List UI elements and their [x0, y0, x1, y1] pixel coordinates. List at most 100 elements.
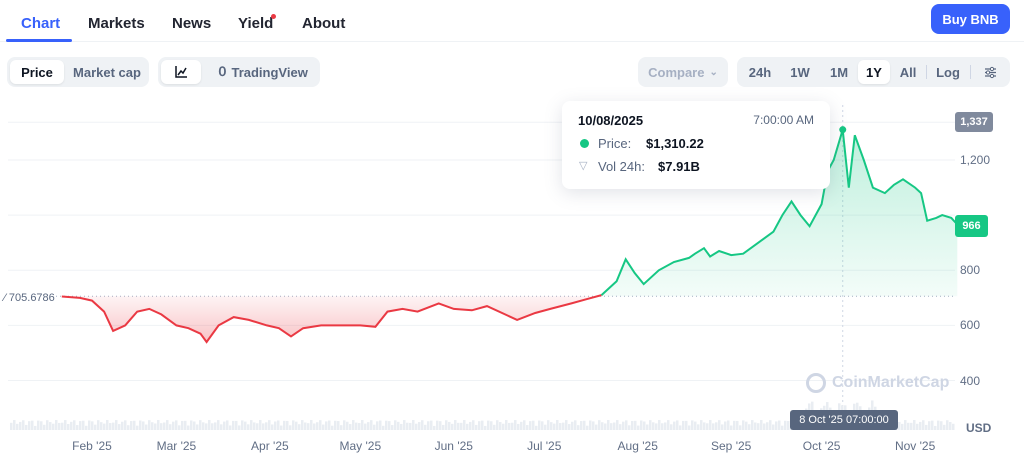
- range-1w[interactable]: 1W: [790, 64, 810, 80]
- baseline-label: ⁄ 705.6786: [4, 292, 55, 304]
- volume-bar: [442, 424, 445, 430]
- volume-bar: [412, 420, 415, 430]
- volume-bar: [460, 422, 463, 430]
- line-chart-icon[interactable]: [161, 60, 201, 84]
- volume-bar: [238, 425, 241, 430]
- volume-bar: [55, 420, 58, 430]
- volume-bar: [82, 420, 85, 430]
- volume-bar: [622, 421, 625, 430]
- volume-bar: [670, 424, 673, 430]
- tradingview-button[interactable]: ߀ TradingView: [208, 60, 318, 84]
- range-24h[interactable]: 24h: [748, 64, 772, 80]
- price-button[interactable]: Price: [10, 60, 64, 84]
- volume-bar: [247, 424, 250, 430]
- volume-bar: [67, 423, 70, 430]
- tradingview-label: TradingView: [231, 64, 308, 80]
- volume-bar: [298, 424, 301, 430]
- x-tick-label: Jul '25: [527, 439, 562, 453]
- volume-bar: [601, 422, 604, 430]
- volume-bar: [577, 425, 580, 430]
- volume-bar: [235, 420, 238, 430]
- price-tooltip: 10/08/2025 7:00:00 AM Price: $1,310.22 ▽…: [562, 101, 830, 189]
- volume-bar: [154, 423, 157, 430]
- volume-bar: [199, 420, 202, 430]
- tab-about[interactable]: About: [302, 15, 346, 32]
- volume-bar: [193, 421, 196, 430]
- volume-bar: [481, 420, 484, 430]
- volume-bar: [232, 420, 235, 430]
- range-all[interactable]: All: [899, 64, 917, 80]
- volume-bar: [709, 420, 712, 430]
- volume-bar: [211, 423, 214, 430]
- y-tick-label: 400: [960, 373, 981, 388]
- x-tick-label: Oct '25: [802, 439, 841, 453]
- volume-bar: [916, 423, 919, 430]
- volume-bar: [313, 423, 316, 430]
- volume-bar: [58, 422, 61, 430]
- volume-bar: [556, 420, 559, 430]
- volume-bar: [118, 424, 121, 430]
- volume-bar: [475, 424, 478, 430]
- volume-bar: [565, 420, 568, 430]
- compare-dropdown[interactable]: Compare ⌄: [638, 57, 728, 87]
- volume-bar: [928, 421, 931, 430]
- tab-chart[interactable]: Chart: [21, 15, 61, 32]
- volume-bar: [652, 422, 655, 430]
- volume-bar: [421, 420, 424, 430]
- volume-bar: [91, 421, 94, 430]
- volume-bar: [328, 420, 331, 430]
- volume-bar: [367, 422, 370, 430]
- volume-bar: [619, 424, 622, 430]
- volume-bar: [493, 424, 496, 430]
- volume-bar: [907, 422, 910, 430]
- volume-bar: [415, 423, 418, 430]
- volume-bar: [88, 420, 91, 430]
- volume-bar: [472, 420, 475, 430]
- volume-bar: [145, 424, 148, 430]
- down-price-line: [61, 294, 602, 344]
- tab-bar: Chart Markets News Yield About Buy BNB: [0, 0, 1024, 42]
- volume-bar: [484, 425, 487, 430]
- volume-bar: [901, 423, 904, 430]
- volume-bar: [373, 424, 376, 430]
- volume-bar: [550, 422, 553, 430]
- volume-bar: [271, 424, 274, 430]
- volume-bar: [337, 421, 340, 430]
- volume-bar: [496, 420, 499, 430]
- volume-bar: [688, 425, 691, 430]
- volume-bar: [508, 422, 511, 430]
- volume-bar: [274, 421, 277, 430]
- volume-bar: [520, 421, 523, 430]
- tab-markets[interactable]: Markets: [88, 15, 145, 32]
- volume-bar: [781, 425, 784, 430]
- tab-news[interactable]: News: [172, 15, 212, 32]
- range-1y[interactable]: 1Y: [858, 60, 890, 84]
- volume-bar: [610, 423, 613, 430]
- up-price-line: [600, 129, 959, 296]
- tab-yield[interactable]: Yield: [238, 15, 274, 32]
- volume-bar: [358, 423, 361, 430]
- volume-bar: [244, 421, 247, 430]
- baseline-value: 705.6786: [8, 292, 55, 304]
- volume-bar: [595, 424, 598, 430]
- volume-bar: [262, 423, 265, 430]
- market-cap-button[interactable]: Market cap: [73, 64, 141, 80]
- volume-bar: [646, 424, 649, 430]
- volume-bar: [697, 424, 700, 430]
- volume-bar: [142, 421, 145, 430]
- log-toggle[interactable]: Log: [936, 64, 960, 80]
- volume-bar: [430, 420, 433, 430]
- volume-bar: [451, 423, 454, 430]
- sliders-icon[interactable]: [975, 60, 1005, 84]
- volume-bar: [589, 420, 592, 430]
- volume-bar: [898, 421, 901, 430]
- volume-bar: [490, 421, 493, 430]
- volume-bar: [331, 425, 334, 430]
- volume-bar: [505, 420, 508, 430]
- buy-bnb-button[interactable]: Buy BNB: [931, 4, 1010, 34]
- range-1m[interactable]: 1M: [829, 64, 849, 80]
- volume-bar: [151, 422, 154, 430]
- volume-bar: [202, 422, 205, 430]
- volume-bar: [13, 420, 16, 430]
